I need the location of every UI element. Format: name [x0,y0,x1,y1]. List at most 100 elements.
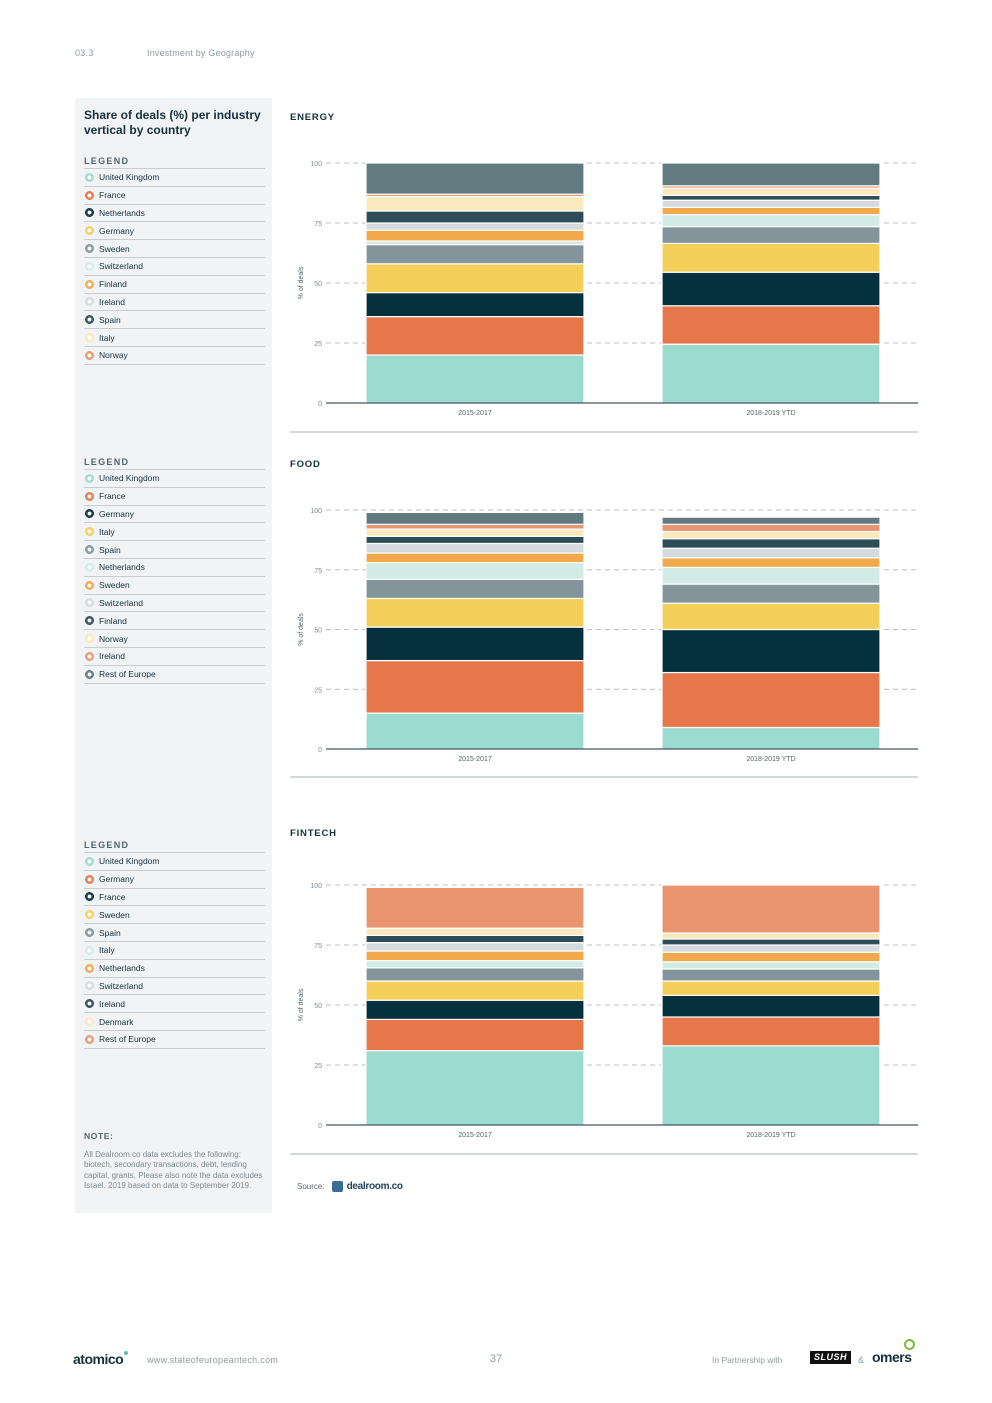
bar-segment [661,980,881,996]
bar-segment [661,547,881,559]
legend-label: Spain [99,314,121,325]
legend-item: Germany [84,222,265,241]
omers-logo[interactable]: omers [872,1349,912,1365]
y-tick-label: 75 [314,943,322,950]
legend-swatch-icon [85,208,94,218]
legend-item: Italy [84,523,265,542]
legend-item: Germany [84,871,265,889]
y-axis-label: % of deals [298,266,305,299]
legend-item: Ireland [84,995,265,1014]
section-title: Investment by Geography [147,48,255,58]
bar-segment [365,292,585,318]
legend-swatch-icon [85,856,94,866]
y-tick-label: 25 [314,1063,322,1070]
legend-label: Switzerland [99,261,143,272]
bar-segment [661,951,881,963]
bar-segment [365,712,585,750]
legend-label: Switzerland [99,980,143,991]
chart-food: 0 25 50 75 100 % of deals 2015-2017 2018-2019 Y… [290,508,918,778]
footer-url[interactable]: www.stateofeuropeantech.com [147,1355,279,1365]
bar-segment [661,343,881,404]
dealroom-icon [331,1181,343,1192]
legend-label: Italy [99,945,115,956]
legend-label: Sweden [99,243,130,254]
legend-swatch-icon [85,580,94,590]
legend-label: United Kingdom [99,856,160,867]
bar-segment [661,206,881,216]
legend-label: Ireland [99,296,125,307]
legend-food: LEGEND United Kingdom France Germany Italy Sp… [84,457,265,684]
legend-item: France [84,187,265,205]
legend-item: Spain [84,311,265,330]
y-tick-label: 100 [310,883,322,890]
dealroom-name: dealroom.co [346,1181,403,1192]
bar-segment [365,552,585,564]
y-tick-label: 75 [314,221,322,228]
bar-segment [365,597,585,628]
bar-segment [661,944,881,953]
bar-segment [661,305,881,345]
legend-label: Spain [99,544,121,555]
bar-segment [365,229,585,242]
y-tick-label: 25 [314,687,322,694]
dealroom-logo[interactable]: dealroom.co [331,1181,403,1192]
legend-item: Netherlands [84,559,265,577]
bar-segment [365,659,585,714]
legend-swatch-icon [85,981,94,991]
bar-segment [365,980,585,1001]
legend-item: Norway [84,630,265,648]
bar-segment [661,225,881,244]
legend-label: Italy [99,526,115,537]
legend-fintech: LEGEND United Kingdom Germany France Sweden S… [84,840,265,1049]
legend-swatch-icon [85,226,94,236]
legend-item: Finland [84,612,265,631]
legend-label: Ireland [99,651,125,662]
bar-segment [365,561,585,580]
bar-segment [365,950,585,962]
legend-label: Ireland [99,998,125,1009]
chart-title-fintech: FINTECH [290,828,337,839]
bar-segment [365,535,585,545]
bar-segment [661,726,881,750]
legend-item: Norway [84,347,265,365]
bar-segment [661,523,881,533]
bar-segment [661,557,881,568]
bar-segment [661,162,881,187]
chart-title-food: FOOD [290,459,321,470]
legend-energy: LEGEND United Kingdom France Netherlands Ger… [84,156,265,365]
legend-swatch-icon [85,509,94,519]
legend-swatch-icon [85,669,94,679]
x-category-label: 2018-2019 YTD [746,410,795,417]
bar-segment [365,523,585,530]
legend-swatch-icon [85,172,94,182]
legend-swatch-icon [85,928,94,938]
legend-label: Finland [99,615,127,626]
bar-segment [661,932,881,940]
legend-label: France [99,190,126,201]
bar-segment [661,994,881,1018]
legend-label: Germany [99,874,134,885]
atomico-logo[interactable]: atomico [73,1351,129,1367]
bar-segment [661,884,881,934]
legend-swatch-icon [85,491,94,501]
x-category-label: 2018-2019 YTD [746,1132,795,1139]
legend-swatch-icon [85,616,94,626]
slush-logo[interactable]: SLUSH [810,1351,851,1364]
bar-segment [661,602,881,631]
bar-segment [661,1045,881,1126]
legend-item: Finland [84,276,265,294]
legend-label: Rest of Europe [99,669,156,680]
legend-swatch-icon [85,874,94,884]
legend-swatch-icon [85,945,94,955]
legend-heading: LEGEND [84,840,265,853]
legend-swatch-icon [85,892,94,902]
legend-swatch-icon [85,297,94,307]
bar-segment [661,187,881,197]
bar-segment [661,516,881,525]
legend-heading: LEGEND [84,457,265,470]
x-category-label: 2015-2017 [458,756,492,763]
note-text: All Dealroom.co data excludes the follow… [84,1150,263,1191]
atomico-logo-text: atomico [73,1351,124,1367]
y-tick-label: 100 [310,508,322,515]
legend-item: Netherlands [84,960,265,978]
